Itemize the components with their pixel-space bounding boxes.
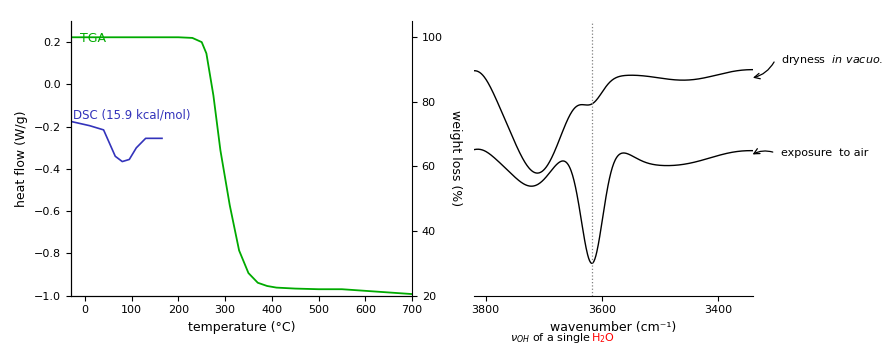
- Text: $\nu_{OH}$ of a single: $\nu_{OH}$ of a single: [509, 331, 591, 345]
- Y-axis label: heat flow (W/g): heat flow (W/g): [15, 110, 28, 207]
- Text: DSC (15.9 kcal/mol): DSC (15.9 kcal/mol): [74, 108, 190, 121]
- Text: dryness  $\it{in\ vacuo.}$: dryness $\it{in\ vacuo.}$: [781, 52, 883, 67]
- Text: $\mathrm{H_2O}$: $\mathrm{H_2O}$: [591, 331, 615, 345]
- Text: TGA: TGA: [81, 32, 106, 45]
- X-axis label: wavenumber (cm⁻¹): wavenumber (cm⁻¹): [550, 321, 677, 334]
- X-axis label: temperature (°C): temperature (°C): [188, 321, 295, 334]
- Y-axis label: weight loss (%): weight loss (%): [449, 110, 462, 207]
- Text: exposure  to air: exposure to air: [781, 148, 868, 158]
